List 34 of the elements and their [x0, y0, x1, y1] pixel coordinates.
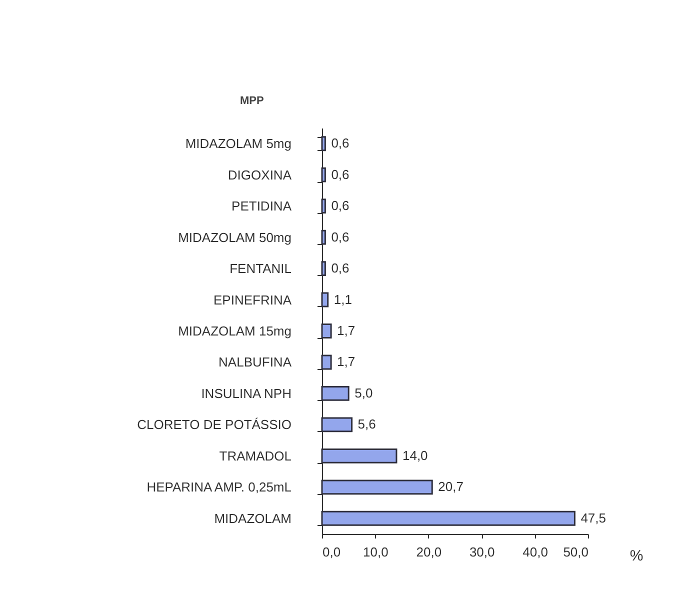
x-tick-label: 40,0 — [522, 544, 548, 560]
y-tick-label: INSULINA NPH — [201, 386, 292, 401]
x-tick-label: 50,0 — [563, 544, 588, 560]
data-label: 0,6 — [331, 260, 350, 276]
y-tick-label: CLORETO DE POTÁSSIO — [137, 417, 292, 432]
data-label: 1,1 — [334, 292, 352, 307]
x-tick-label: 0,0 — [322, 544, 341, 560]
y-tick-label: TRAMADOL — [219, 448, 292, 464]
x-axis-title: % — [630, 548, 644, 564]
data-label: 47,5 — [580, 510, 606, 526]
y-tick-label: HEPARINA AMP. 0,25mL — [146, 480, 292, 495]
y-tick-label: MIDAZOLAM 5mg — [185, 136, 292, 152]
y-tick-label: MIDAZOLAM — [214, 510, 292, 526]
y-tick-label: FENTANIL — [230, 261, 292, 276]
y-tick-label: NALBUFINA — [218, 354, 292, 370]
data-label: 1,7 — [337, 354, 356, 370]
data-label: 1,7 — [337, 323, 356, 338]
data-label: 20,7 — [438, 479, 464, 494]
x-tick-label: 10,0 — [363, 544, 388, 560]
data-label: 0,6 — [331, 136, 350, 151]
x-tick-label: 20,0 — [416, 544, 442, 560]
data-label: 5,6 — [358, 416, 376, 432]
y-tick-label: MIDAZOLAM 15mg — [178, 324, 292, 338]
data-label: 0,6 — [331, 198, 350, 214]
chart-title: MPP — [240, 95, 264, 107]
y-tick-label: DIGOXINA — [228, 167, 292, 182]
y-tick-label: PETIDINA — [232, 198, 292, 214]
data-label: 0,6 — [331, 166, 350, 182]
data-label: 0,6 — [331, 229, 350, 244]
x-tick-label: 30,0 — [469, 544, 495, 560]
y-tick-label: EPINEFRINA — [213, 292, 292, 308]
data-label: 5,0 — [354, 385, 373, 400]
y-tick-label: MIDAZOLAM 50mg — [178, 230, 292, 245]
data-label: 14,0 — [402, 448, 428, 463]
